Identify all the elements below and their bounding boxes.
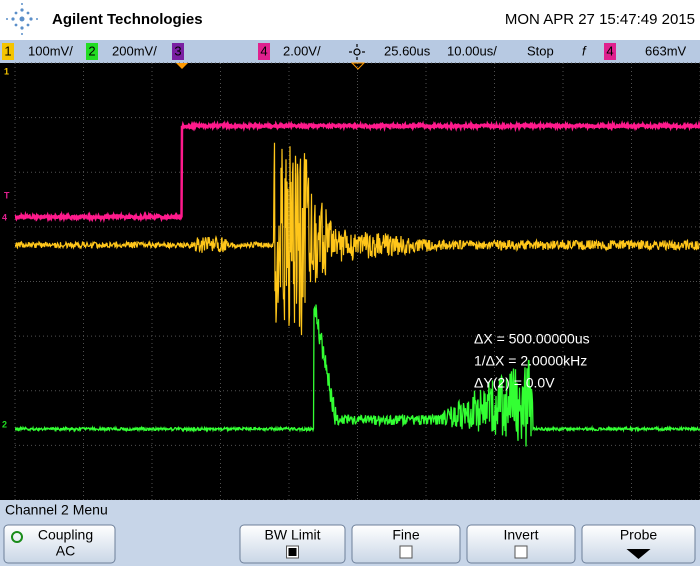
ch2-scale: 200mV/: [112, 43, 157, 58]
ch2-badge: [86, 43, 98, 60]
trigger-position-marker: [176, 63, 188, 69]
softkey[interactable]: [466, 524, 576, 564]
ch1-trace: [15, 142, 700, 336]
softkey[interactable]: [239, 524, 346, 564]
softkey-value: AC: [56, 543, 75, 559]
datetime: MON APR 27 15:47:49 2015: [505, 11, 695, 28]
ch4-marker: 4: [2, 212, 7, 222]
delay: 25.60us: [384, 43, 431, 58]
ch3-label: 3: [174, 43, 181, 58]
checkbox: [399, 545, 413, 559]
menu-title: Channel 2 Menu: [5, 502, 108, 518]
ch4-trace: [15, 119, 700, 224]
delay-icon: [349, 44, 365, 60]
measurement: ΔX = 500.00000us: [474, 331, 590, 347]
header: [0, 0, 700, 40]
softkey[interactable]: [581, 524, 696, 564]
trigger-level-marker: T: [4, 190, 10, 200]
ch4-scale: 2.00V/: [283, 43, 321, 58]
trigger-source-badge: [604, 43, 616, 60]
checkbox-check: [288, 548, 297, 556]
run-state: Stop: [527, 43, 554, 58]
center-marker: [350, 62, 366, 70]
softkey[interactable]: [351, 524, 461, 564]
brand: Agilent Technologies: [52, 11, 203, 28]
softkey-label: BW Limit: [265, 527, 321, 543]
measurement: 1/ΔX = 2.0000kHz: [474, 353, 587, 369]
trigger-source: 4: [606, 43, 613, 58]
softkey-label: Invert: [503, 527, 538, 543]
logo: [6, 3, 38, 35]
trigger-level: 663mV: [645, 43, 687, 58]
trigger-slope: f: [582, 43, 587, 58]
ch2-label: 2: [88, 43, 95, 58]
ch1-marker: 1: [4, 66, 9, 76]
softkey-label: Coupling: [38, 527, 93, 543]
softkey-label: Fine: [392, 527, 419, 543]
timebase: 10.00us/: [447, 43, 497, 58]
ch3-badge: [172, 43, 184, 60]
submenu-arrow: [626, 549, 651, 559]
measurement: ΔY(2) = 0.0V: [474, 375, 555, 391]
ch1-label: 1: [4, 43, 11, 58]
waveform-area: [0, 63, 700, 500]
checkbox: [514, 545, 528, 559]
cycle-icon: [11, 531, 23, 543]
ch1-scale: 100mV/: [28, 43, 73, 58]
ch4-label: 4: [260, 43, 267, 58]
ch1-badge: [2, 43, 14, 60]
softkey[interactable]: [3, 524, 116, 564]
ch2-trace: [15, 304, 700, 447]
traces: [15, 119, 700, 447]
ch2-marker: 2: [2, 419, 7, 429]
softkey-label: Probe: [620, 527, 658, 543]
ch4-badge: [258, 43, 270, 60]
